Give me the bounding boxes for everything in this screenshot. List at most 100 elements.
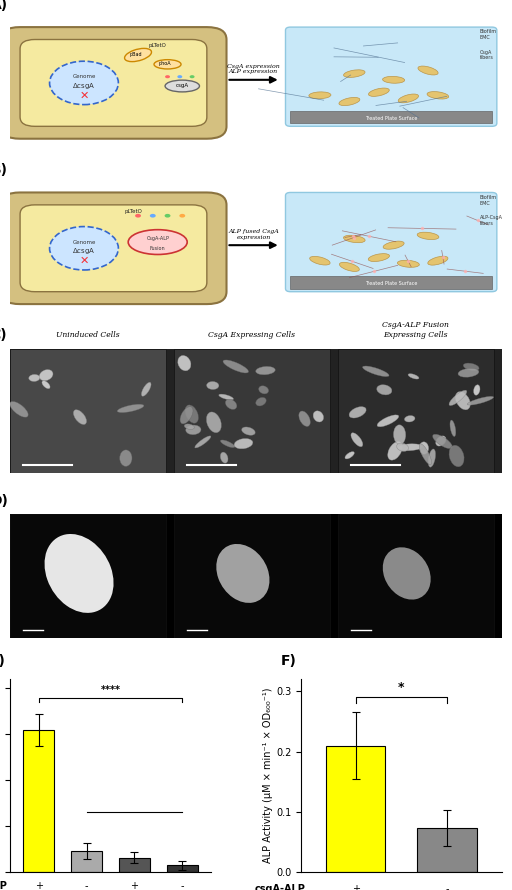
Text: ****: **** <box>100 685 120 695</box>
Ellipse shape <box>339 98 360 105</box>
Ellipse shape <box>73 409 87 425</box>
Ellipse shape <box>42 381 50 389</box>
Ellipse shape <box>242 427 255 435</box>
Ellipse shape <box>428 92 449 100</box>
Ellipse shape <box>417 67 439 74</box>
Ellipse shape <box>344 235 365 243</box>
Text: D): D) <box>0 494 9 507</box>
Text: *: * <box>398 682 404 694</box>
Bar <box>119 857 150 872</box>
Text: ALP: ALP <box>0 881 8 890</box>
Text: ✕: ✕ <box>79 255 89 266</box>
Ellipse shape <box>165 80 200 92</box>
Text: CsgA
fibers: CsgA fibers <box>480 50 494 61</box>
Ellipse shape <box>463 363 479 370</box>
Text: Uninduced Cells: Uninduced Cells <box>56 330 120 338</box>
Ellipse shape <box>467 396 494 405</box>
Ellipse shape <box>299 411 310 426</box>
Ellipse shape <box>29 375 40 382</box>
Text: $\Delta$csgA: $\Delta$csgA <box>72 247 96 256</box>
Ellipse shape <box>313 411 324 422</box>
FancyBboxPatch shape <box>1 27 226 139</box>
Bar <box>290 111 492 123</box>
FancyBboxPatch shape <box>286 27 497 126</box>
Text: CsgA Expressing Cells: CsgA Expressing Cells <box>208 330 295 338</box>
Text: Genome: Genome <box>72 239 96 245</box>
FancyBboxPatch shape <box>1 192 226 304</box>
Ellipse shape <box>186 425 201 434</box>
Text: csgA: csgA <box>176 83 189 88</box>
Circle shape <box>50 227 118 270</box>
Ellipse shape <box>397 443 409 451</box>
Ellipse shape <box>225 400 237 409</box>
Ellipse shape <box>397 444 422 450</box>
Ellipse shape <box>349 407 366 418</box>
Text: F): F) <box>281 653 297 668</box>
Ellipse shape <box>223 360 248 373</box>
Bar <box>24 730 54 872</box>
Ellipse shape <box>195 436 211 448</box>
Ellipse shape <box>362 366 389 376</box>
Text: +: + <box>131 881 138 890</box>
Ellipse shape <box>397 260 419 267</box>
Ellipse shape <box>154 60 181 69</box>
Text: B): B) <box>0 163 8 177</box>
Bar <box>326 746 386 872</box>
Ellipse shape <box>185 405 199 424</box>
Circle shape <box>150 214 156 217</box>
Ellipse shape <box>310 256 330 265</box>
Ellipse shape <box>404 416 415 422</box>
Ellipse shape <box>216 544 269 603</box>
Bar <box>417 829 477 872</box>
Text: $\Delta$csgA: $\Delta$csgA <box>72 81 96 91</box>
Ellipse shape <box>428 449 436 467</box>
Ellipse shape <box>124 48 152 61</box>
Ellipse shape <box>419 441 429 454</box>
Text: CsgA-ALP Fusion
Expressing Cells: CsgA-ALP Fusion Expressing Cells <box>382 321 449 338</box>
Ellipse shape <box>180 407 193 424</box>
Text: Genome: Genome <box>72 74 96 79</box>
Ellipse shape <box>382 77 404 84</box>
Ellipse shape <box>45 534 114 613</box>
FancyBboxPatch shape <box>20 39 207 126</box>
Text: csgA-ALP: csgA-ALP <box>255 884 306 890</box>
Text: CsgA expression
ALP expression: CsgA expression ALP expression <box>227 63 280 75</box>
Ellipse shape <box>128 230 187 255</box>
Text: +: + <box>352 884 360 890</box>
Text: phoA: phoA <box>159 61 172 66</box>
Ellipse shape <box>419 444 432 465</box>
FancyBboxPatch shape <box>286 192 497 292</box>
Ellipse shape <box>449 445 464 466</box>
Ellipse shape <box>394 425 406 444</box>
Bar <box>338 514 494 638</box>
Ellipse shape <box>456 392 471 409</box>
Text: Treated Plate Surface: Treated Plate Surface <box>365 116 417 121</box>
Ellipse shape <box>433 434 452 449</box>
Text: -: - <box>85 881 89 890</box>
Ellipse shape <box>220 452 228 463</box>
Ellipse shape <box>345 451 354 459</box>
Text: ALP-CsgA
fibers: ALP-CsgA fibers <box>480 215 503 226</box>
Text: +: + <box>35 881 43 890</box>
Ellipse shape <box>351 433 363 447</box>
Text: pLTetO: pLTetO <box>149 44 166 48</box>
Ellipse shape <box>178 355 191 371</box>
Y-axis label: ALP Activity (μM × min⁻¹ × OD₆₀₀⁻¹): ALP Activity (μM × min⁻¹ × OD₆₀₀⁻¹) <box>263 688 273 863</box>
Ellipse shape <box>458 368 479 377</box>
Bar <box>10 514 166 638</box>
Ellipse shape <box>255 367 275 375</box>
Ellipse shape <box>207 382 219 390</box>
Bar <box>167 865 198 872</box>
Ellipse shape <box>383 241 404 249</box>
Ellipse shape <box>141 383 151 396</box>
Ellipse shape <box>377 415 399 427</box>
Text: Treated Plate Surface: Treated Plate Surface <box>365 281 417 287</box>
Ellipse shape <box>450 420 456 436</box>
Text: pBad: pBad <box>129 52 142 57</box>
Ellipse shape <box>398 94 418 103</box>
Ellipse shape <box>259 385 269 394</box>
Circle shape <box>165 75 170 78</box>
Circle shape <box>189 75 195 78</box>
Text: A): A) <box>0 0 8 12</box>
Circle shape <box>177 75 182 78</box>
